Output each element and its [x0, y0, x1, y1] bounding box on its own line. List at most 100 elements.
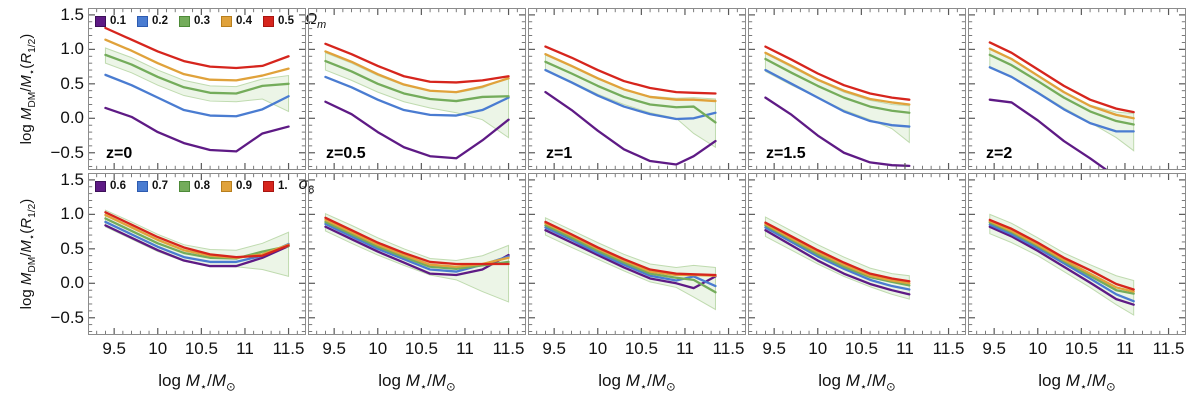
legend-row2: 0.6 0.7 0.8 0.9 1. σ8	[95, 176, 314, 196]
curve-0p7	[544, 226, 717, 288]
x-tick-label: 11.5	[272, 339, 305, 358]
x-tick-label: 10	[588, 339, 608, 358]
x-tick-label: 9.5	[982, 339, 1006, 358]
panel-plot-sigma-z0	[88, 173, 306, 335]
curve-0p1	[104, 106, 290, 153]
panel-frame	[528, 8, 746, 170]
axis-ticks	[309, 174, 525, 334]
curve-0p9	[764, 222, 911, 285]
x-tick-label: 11	[236, 339, 254, 358]
panel-plot-omega-z2	[968, 8, 1186, 170]
legend-item: 0.6	[95, 180, 126, 192]
axis-ticks	[309, 9, 525, 169]
legend-swatch-icon	[221, 15, 232, 27]
axis-ticks	[969, 174, 1185, 334]
panel-plot-omega-z0	[88, 8, 306, 170]
legend-swatch-icon	[137, 15, 148, 27]
legend-entry-label: 0.1	[110, 15, 126, 28]
legend-swatch-icon	[95, 15, 106, 27]
y-tick-label: −0.5	[50, 307, 84, 327]
x-tick-label: 11.5	[1152, 339, 1185, 358]
x-tick-label: 9.5	[542, 339, 566, 358]
panel-label-omega-z05: z=0.5	[326, 145, 366, 162]
panel-frame	[968, 173, 1186, 335]
x-tick-label: 9.5	[322, 339, 346, 358]
legend-item: 0.4	[221, 15, 252, 27]
curve-0p3	[324, 59, 510, 103]
legend-entry-label: 0.7	[152, 180, 168, 193]
legend-swatch-icon	[263, 180, 274, 192]
panel-omega-z2: z=2	[968, 8, 1186, 170]
y-tick-label: −0.5	[50, 142, 84, 162]
x-tick-label: 10	[148, 339, 168, 358]
curve-0p8	[764, 224, 911, 287]
panel-label-omega-z1: z=1	[546, 145, 573, 162]
curve-0p4	[324, 50, 510, 94]
panel-sigma-z1	[528, 173, 746, 335]
curve-0p6	[324, 225, 510, 277]
panel-sigma-z15	[748, 173, 966, 335]
curve-1p	[324, 216, 510, 266]
axis-ticks	[749, 9, 965, 169]
legend-entry-label: 0.2	[152, 15, 168, 28]
y-tick-label: 1.5	[60, 169, 84, 189]
scatter-band	[544, 54, 716, 149]
x-tick-row: 9.5 10 10.5 11 11.5	[748, 339, 966, 361]
curve-0p8	[324, 220, 510, 270]
axis-ticks	[529, 9, 745, 169]
curve-0p9	[988, 220, 1135, 293]
curve-0p1	[544, 90, 717, 166]
legend-entry-label: 0.8	[194, 180, 210, 193]
panel-omega-z05: z=0.5	[308, 8, 526, 170]
x-axis-label: log M⋆/M⊙	[598, 371, 676, 394]
curve-0p5	[324, 42, 510, 84]
legend-item: 1.	[263, 180, 288, 192]
curve-0p8	[988, 221, 1135, 295]
curve-0p4	[104, 38, 290, 82]
x-tick-label: 10.5	[1064, 339, 1098, 358]
panel-frame	[308, 173, 526, 335]
panel-plot-sigma-z1	[528, 173, 746, 335]
scatter-band	[764, 216, 910, 300]
y-tick-label: 1.0	[60, 39, 84, 59]
panel-plot-sigma-z05	[308, 173, 526, 335]
x-axis-label: log M⋆/M⊙	[818, 371, 896, 394]
curve-0p4	[988, 47, 1135, 120]
panel-frame	[88, 173, 306, 335]
panel-sigma-z0: 0.6 0.7 0.8 0.9 1. σ8	[88, 173, 314, 335]
panel-label-omega-z15: z=1.5	[766, 145, 806, 162]
legend-title: σ8	[298, 176, 315, 197]
x-tick-row: 9.5 10 10.5 11 11.5	[528, 339, 746, 361]
x-tick-row: 9.5 10 10.5 11 11.5	[308, 339, 526, 361]
curve-0p5	[544, 45, 717, 95]
panel-frame	[88, 8, 306, 170]
curve-1p	[544, 220, 717, 277]
curve-0p3	[764, 57, 911, 114]
panel-plot-sigma-z15	[748, 173, 966, 335]
curve-0p1	[324, 100, 510, 160]
y-axis-label-row1: log MDM/M⋆(R1/2)	[18, 33, 38, 145]
curve-0p7	[764, 226, 911, 291]
y-tick-label: 0.5	[60, 73, 84, 93]
curve-0p1	[988, 98, 1109, 170]
legend-item: 0.8	[179, 180, 210, 192]
legend-entry-label: 0.6	[110, 180, 126, 193]
x-tick-label: 10	[1028, 339, 1048, 358]
panel-sigma-z2	[968, 173, 1186, 335]
panel-omega-z1: z=1	[528, 8, 746, 170]
panel-omega-z0: z=0 0.1 0.2 0.3 0.4 0.5 Ωm	[88, 8, 326, 170]
curve-0p6	[104, 224, 290, 268]
curve-0p5	[988, 41, 1135, 114]
curve-0p3	[104, 53, 290, 95]
panel-label-omega-z0: z=0	[106, 145, 133, 162]
x-tick-label: 9.5	[762, 339, 786, 358]
legend-swatch-icon	[179, 15, 190, 27]
axis-ticks	[969, 9, 1185, 169]
y-tick-label: 0.5	[60, 238, 84, 258]
scatter-band	[104, 209, 290, 278]
curve-0p6	[764, 229, 911, 296]
x-axis-label: log M⋆/M⊙	[378, 371, 456, 394]
legend-item: 0.2	[137, 15, 168, 27]
legend-item: 0.5	[263, 15, 294, 27]
